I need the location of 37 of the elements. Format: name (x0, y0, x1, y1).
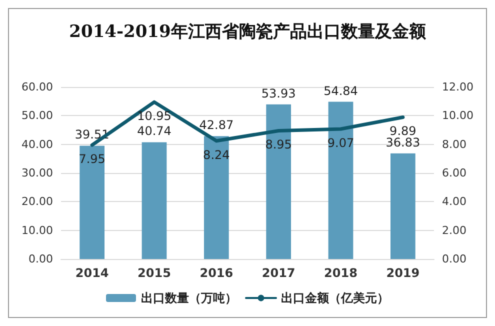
x-tick-label: 2017 (262, 266, 296, 280)
bar (142, 142, 167, 259)
y2-tick-label: 8.00 (442, 138, 466, 151)
y-tick-label: 40.00 (22, 138, 53, 151)
legend-label: 出口数量（万吨） (141, 291, 237, 305)
y-tick-label: 30.00 (22, 166, 53, 180)
y-tick-label: 60.00 (22, 80, 53, 94)
bar (204, 136, 229, 259)
legend-label: 出口金额（亿美元） (281, 291, 389, 305)
data-label: 42.87 (199, 118, 234, 132)
data-label: 40.74 (137, 124, 172, 138)
data-label: 53.93 (261, 86, 296, 100)
y2-tick-label: 6.00 (442, 166, 466, 180)
bar (266, 104, 292, 259)
y-tick-label: 0.00 (28, 252, 53, 266)
y-tick-label: 50.00 (22, 109, 53, 122)
bar (390, 153, 416, 259)
x-tick-label: 2019 (386, 266, 420, 280)
x-tick-label: 2015 (138, 266, 171, 280)
x-tick-label: 2014 (75, 266, 109, 280)
y2-tick-label: 0.00 (442, 252, 466, 266)
x-tick-label: 2016 (200, 266, 234, 280)
y2-tick-label: 2.00 (442, 224, 466, 237)
chart-title: 2014-2019年江西省陶瓷产品出口数量及金额 (69, 22, 427, 42)
data-label: 7.95 (78, 152, 106, 166)
data-label: 9.07 (327, 136, 354, 150)
y2-tick-label: 4.00 (442, 195, 466, 208)
y2-tick-label: 10.00 (442, 109, 474, 122)
y-tick-label: 10.00 (22, 224, 53, 237)
bar (328, 102, 354, 259)
data-label: 10.95 (137, 109, 172, 124)
data-label: 54.84 (324, 84, 358, 98)
y2-tick-label: 12.00 (442, 80, 474, 94)
data-label: 8.95 (265, 138, 292, 152)
y-tick-label: 20.00 (22, 195, 53, 208)
bar (80, 146, 105, 259)
x-tick-label: 2018 (324, 266, 358, 280)
